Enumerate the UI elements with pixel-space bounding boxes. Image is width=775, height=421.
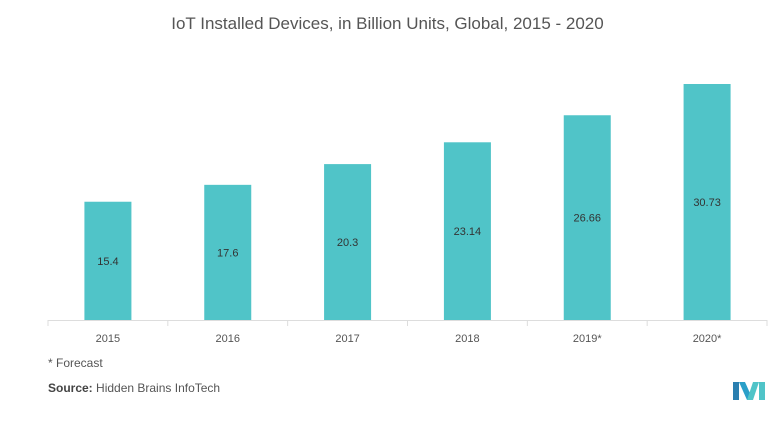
data-label: 30.73: [693, 197, 721, 209]
source-text: Hidden Brains InfoTech: [92, 381, 221, 395]
data-label: 17.6: [217, 247, 238, 259]
x-tick-label: 2019*: [573, 333, 602, 345]
source-line: Source: Hidden Brains InfoTech: [48, 381, 220, 395]
x-tick-label: 2017: [335, 333, 359, 345]
chart-title: IoT Installed Devices, in Billion Units,…: [171, 14, 604, 33]
x-tick-label: 2015: [96, 333, 120, 345]
data-label: 15.4: [97, 256, 118, 268]
bar-2019*: [563, 115, 611, 321]
data-label: 26.66: [573, 213, 601, 225]
bar-chart: 15.4 2015 17.6 2016 20.3 2017 23.14 2018 26.66 20…: [47, 84, 768, 345]
bar-2018: [443, 142, 491, 320]
data-label: 23.14: [454, 226, 482, 238]
bar-2017: [324, 164, 372, 320]
x-tick-label: 2016: [216, 333, 240, 345]
bar-2015: [84, 201, 132, 320]
x-tick-label: 2018: [455, 333, 479, 345]
data-label: 20.3: [337, 237, 358, 249]
brand-logo: [733, 382, 765, 400]
x-tick-label: 2020*: [693, 333, 722, 345]
source-label: Source:: [48, 381, 93, 395]
forecast-footnote: * Forecast: [48, 356, 103, 370]
bar-2020*: [683, 84, 731, 320]
bar-2016: [204, 184, 252, 320]
